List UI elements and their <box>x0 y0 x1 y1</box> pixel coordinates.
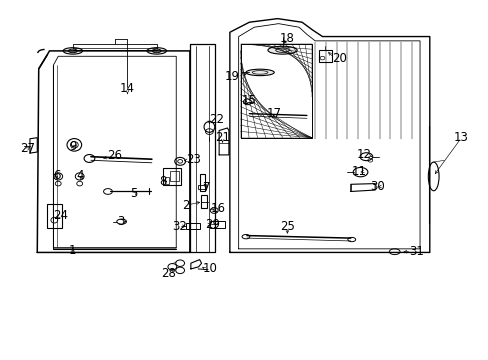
Text: 12: 12 <box>356 148 370 161</box>
Text: 19: 19 <box>224 69 239 82</box>
Bar <box>164 177 169 184</box>
Text: 11: 11 <box>351 165 366 177</box>
Bar <box>47 204 61 228</box>
Bar <box>200 195 207 208</box>
Text: 24: 24 <box>53 209 67 222</box>
Text: 5: 5 <box>130 187 137 200</box>
Text: 4: 4 <box>76 169 84 182</box>
Text: 10: 10 <box>203 262 218 275</box>
Text: 22: 22 <box>209 113 224 126</box>
Text: 7: 7 <box>203 181 210 194</box>
Bar <box>170 171 179 181</box>
Bar <box>162 168 181 185</box>
Text: 30: 30 <box>369 180 384 193</box>
Text: 9: 9 <box>69 140 77 153</box>
Bar <box>185 223 199 229</box>
Ellipse shape <box>63 48 82 54</box>
Text: 28: 28 <box>161 267 176 280</box>
Text: 1: 1 <box>69 244 77 257</box>
Text: 2: 2 <box>182 199 189 212</box>
Text: 27: 27 <box>20 142 35 155</box>
Text: 20: 20 <box>331 51 346 64</box>
Text: 6: 6 <box>53 169 61 182</box>
Text: 16: 16 <box>210 202 225 215</box>
Text: 31: 31 <box>408 245 423 258</box>
Text: 32: 32 <box>172 220 186 233</box>
Ellipse shape <box>267 46 297 54</box>
Text: 25: 25 <box>280 220 294 233</box>
Bar <box>318 50 331 62</box>
Text: 17: 17 <box>265 107 281 120</box>
Text: 14: 14 <box>120 82 135 95</box>
Text: 23: 23 <box>185 153 201 166</box>
Ellipse shape <box>245 69 274 76</box>
Text: 21: 21 <box>215 131 229 144</box>
Text: 13: 13 <box>453 131 468 144</box>
Bar <box>210 221 224 228</box>
Text: 3: 3 <box>118 215 125 228</box>
Ellipse shape <box>147 48 166 54</box>
Bar <box>199 174 204 192</box>
Text: 15: 15 <box>242 94 256 107</box>
Text: 8: 8 <box>159 175 166 188</box>
Text: 26: 26 <box>107 149 122 162</box>
Bar <box>197 185 206 189</box>
Text: 29: 29 <box>205 218 220 231</box>
Text: 18: 18 <box>280 32 294 45</box>
